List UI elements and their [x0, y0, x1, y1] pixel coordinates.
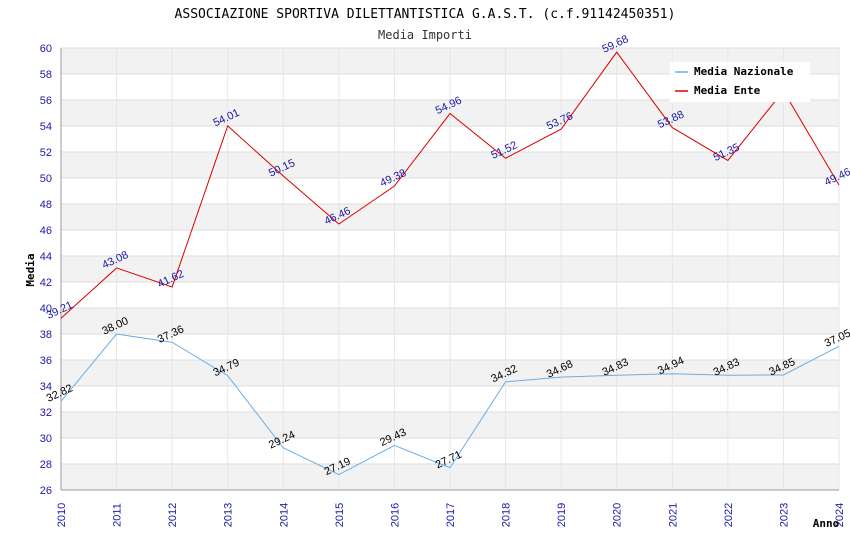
y-axis-label: Media — [24, 253, 37, 286]
y-tick-label: 38 — [40, 329, 52, 341]
y-tick-label: 28 — [40, 459, 52, 471]
y-tick-label: 40 — [40, 303, 52, 315]
x-tick-label: 2017 — [445, 503, 457, 527]
y-tick-label: 26 — [40, 485, 52, 497]
x-tick-label: 2012 — [167, 503, 179, 527]
series-lines — [60, 51, 840, 476]
x-axis-ticks: 2010 2011 2012 2013 2014 2015 2016 2017 2018 2019… — [56, 503, 846, 527]
x-tick-label: 2010 — [56, 503, 68, 527]
chart-subtitle: Media Importi — [378, 28, 472, 42]
y-tick-label: 52 — [40, 147, 52, 159]
grid-lines — [60, 47, 840, 491]
y-tick-label: 34 — [40, 381, 52, 393]
y-tick-label: 42 — [40, 277, 52, 289]
x-axis-label: Anno — [813, 517, 840, 530]
x-tick-label: 2014 — [278, 503, 290, 527]
y-tick-label: 60 — [40, 43, 52, 55]
y-tick-label: 50 — [40, 173, 52, 185]
y-tick-label: 32 — [40, 407, 52, 419]
legend-box — [670, 62, 810, 102]
series-line-media-ente — [60, 51, 840, 319]
y-tick-label: 36 — [40, 355, 52, 367]
y-tick-label: 44 — [40, 251, 52, 263]
x-tick-label: 2020 — [612, 503, 624, 527]
x-tick-label: 2023 — [778, 503, 790, 527]
y-axis-ticks: 26 28 30 32 34 36 38 40 42 44 46 48 50 52 54 56 58 60 — [40, 43, 52, 497]
y-tick-label: 58 — [40, 69, 52, 81]
y-tick-label: 46 — [40, 225, 52, 237]
series-line-media-nazionale — [60, 333, 840, 476]
chart-title: ASSOCIAZIONE SPORTIVA DILETTANTISTICA G.… — [175, 7, 676, 22]
legend-label-media-ente: Media Ente — [694, 84, 761, 97]
legend: Media Nazionale Media Ente — [670, 62, 810, 102]
x-tick-label: 2018 — [501, 503, 513, 527]
y-tick-label: 48 — [40, 199, 52, 211]
x-tick-label: 2019 — [556, 503, 568, 527]
y-tick-label: 30 — [40, 433, 52, 445]
x-tick-label: 2015 — [334, 503, 346, 527]
y-tick-label: 56 — [40, 95, 52, 107]
y-tick-label: 54 — [40, 121, 52, 133]
x-tick-label: 2021 — [667, 503, 679, 527]
x-tick-label: 2011 — [112, 503, 124, 527]
legend-label-media-nazionale: Media Nazionale — [694, 65, 794, 78]
x-tick-label: 2022 — [723, 503, 735, 527]
x-tick-label: 2013 — [223, 503, 235, 527]
x-tick-label: 2024 — [834, 503, 846, 527]
x-tick-label: 2016 — [389, 503, 401, 527]
axes — [60, 48, 839, 491]
